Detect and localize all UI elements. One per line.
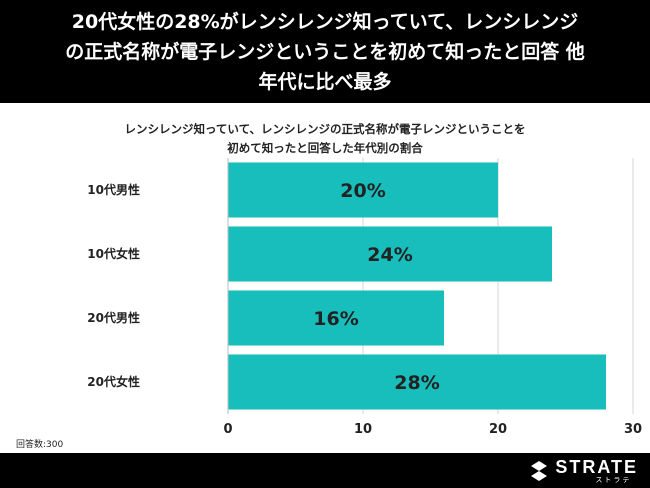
x-tick-label: 20 — [489, 422, 507, 437]
x-tick-label: 30 — [624, 422, 642, 437]
x-tick-label: 10 — [354, 422, 372, 437]
x-tick-label: 0 — [223, 422, 232, 437]
category-label: 10代男性 — [87, 182, 140, 197]
category-label: 20代女性 — [87, 374, 140, 389]
chart-title-line-1: レンシレンジ知っていて、レンシレンジの正式名称が電子レンジということを — [124, 122, 526, 136]
bar-20代女性 — [228, 354, 606, 410]
chart-title-line-2: 初めて知ったと回答した年代別の割合 — [227, 141, 423, 155]
strate-mark-icon — [531, 461, 548, 481]
category-label: 20代男性 — [87, 310, 140, 325]
data-label: 24% — [367, 244, 412, 266]
brand-name: STRATE — [555, 457, 638, 477]
headline-line-3: 年代に比べ最多 — [258, 71, 392, 93]
sample-size-note: 回答数:300 — [16, 440, 64, 450]
brand-logo: STRATE ストラテ — [528, 458, 638, 484]
category-label: 10代女性 — [87, 246, 140, 261]
headline-banner: 20代女性の28%がレンシレンジ知っていて、レンシレンジ の正式名称が電子レンジ… — [0, 0, 650, 103]
headline-line-1: 20代女性の28%がレンシレンジ知っていて、レンシレンジ — [71, 11, 579, 33]
bar-10代女性 — [228, 226, 552, 282]
data-label: 20% — [340, 180, 385, 202]
data-label: 28% — [394, 372, 439, 394]
bar-10代男性 — [228, 162, 498, 218]
data-label: 16% — [313, 308, 358, 330]
brand-subname: ストラテ — [595, 476, 632, 484]
headline-line-2: の正式名称が電子レンジということを初めて知ったと回答 他 — [65, 41, 585, 63]
footer-bar: STRATE ストラテ — [0, 453, 650, 488]
bar-20代男性 — [228, 290, 444, 346]
bar-chart: 0 10 20 30 10代男性 20% 10代女性 24% 20代男性 16% 20代女性 28% — [87, 158, 642, 437]
chart-title: レンシレンジ知っていて、レンシレンジの正式名称が電子レンジということを 初めて知… — [0, 120, 650, 158]
